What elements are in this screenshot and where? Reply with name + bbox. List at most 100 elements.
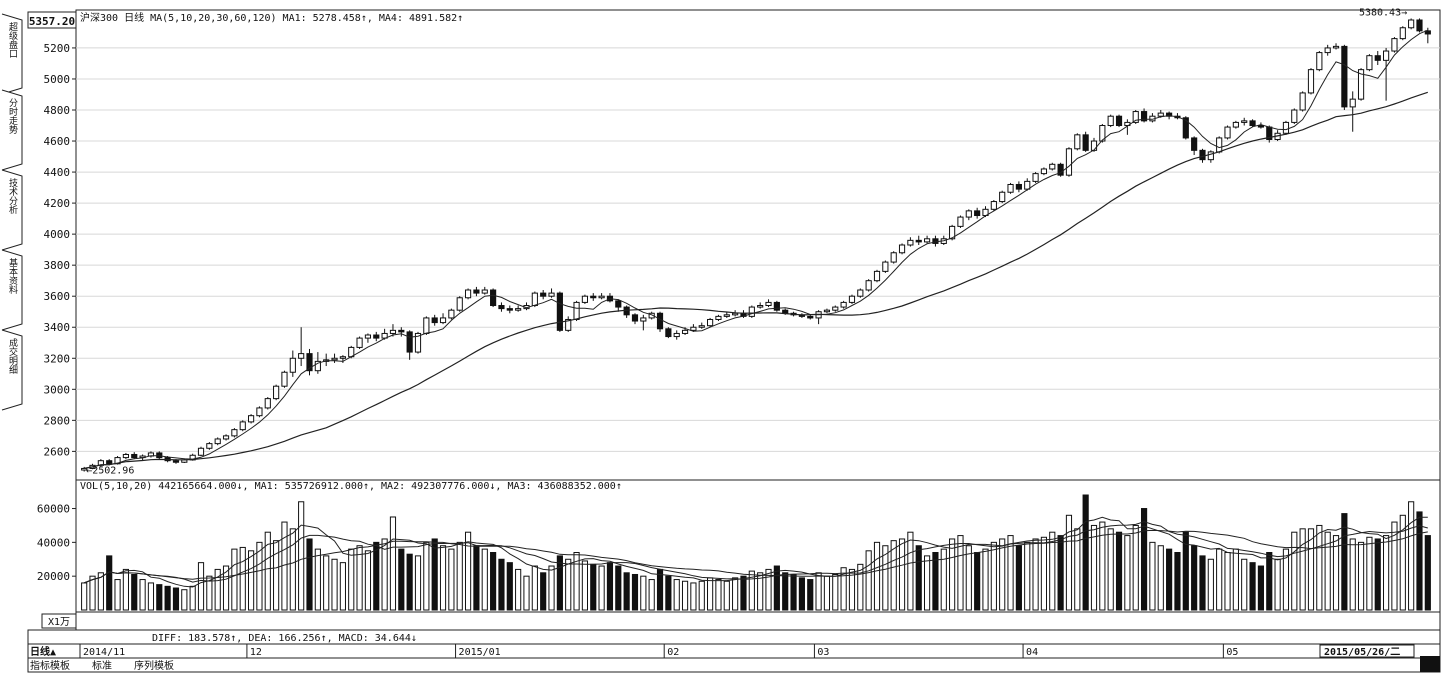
candle-down	[498, 305, 505, 310]
volume-bar	[1157, 545, 1164, 611]
candle-up	[273, 385, 280, 400]
candle-down	[1057, 163, 1064, 176]
moving-average-lines	[84, 29, 1428, 469]
candle-down	[1424, 30, 1431, 35]
time-tick-label: 12	[250, 647, 262, 658]
volume-bar	[206, 575, 213, 611]
volume-bar	[381, 538, 388, 611]
volume-bar	[765, 568, 772, 611]
volume-bar	[289, 528, 296, 611]
volume-bar	[1015, 545, 1022, 611]
volume-bar	[890, 540, 897, 611]
candle-up	[848, 295, 856, 303]
candle-up	[1332, 45, 1340, 49]
candle-up	[356, 337, 363, 348]
period-button[interactable]: 日线▲	[30, 645, 56, 658]
candle-up	[890, 252, 897, 263]
volume-bar	[498, 558, 505, 611]
volume-y-axis: 20000 40000 60000	[37, 503, 76, 583]
volume-bar	[840, 567, 847, 611]
y-tick-label: 3000	[44, 383, 71, 396]
volume-bar	[531, 565, 538, 611]
candle-up	[239, 421, 246, 431]
volume-bar	[757, 572, 764, 611]
bottom-tab-label[interactable]: 指标模板	[30, 659, 70, 672]
side-tab-label[interactable]: 基本资料	[7, 257, 18, 295]
volume-bar	[1374, 538, 1381, 611]
volume-bar	[882, 545, 889, 611]
candle-up	[531, 292, 538, 307]
volume-bar	[1149, 541, 1156, 611]
volume-bar	[1099, 521, 1106, 611]
volume-bar	[439, 545, 447, 611]
candle-up	[197, 447, 205, 456]
candle-down	[1374, 55, 1381, 61]
volume-bar	[581, 560, 589, 611]
volume-ma20-line	[84, 529, 1428, 584]
volume-bar	[1132, 524, 1139, 611]
volume-bar	[306, 538, 313, 611]
candle-up	[298, 353, 305, 359]
volume-bar	[1090, 524, 1098, 611]
volume-bar	[740, 575, 747, 611]
candle-up	[314, 360, 321, 372]
side-tab-label[interactable]: 超级盘口	[7, 21, 18, 58]
volume-bar	[681, 580, 689, 611]
low-price-label: ←2502.96	[86, 466, 134, 477]
volume-bar	[990, 541, 997, 611]
volume-bar	[606, 562, 614, 611]
candle-up	[732, 312, 739, 316]
extreme-labels: 5380.43→ ←2502.96	[86, 7, 1407, 476]
volume-bar	[540, 572, 547, 611]
bottom-tab-label[interactable]: 序列模板	[134, 659, 174, 672]
candle-up	[414, 332, 422, 353]
volume-bar	[473, 545, 480, 611]
side-tab-2	[1, 169, 23, 251]
scroll-handle[interactable]	[1420, 656, 1440, 672]
candle-up	[857, 289, 864, 297]
candle-down	[490, 289, 497, 307]
y-tick-label: 2800	[44, 414, 71, 427]
bottom-tab-label[interactable]: 标准	[92, 660, 112, 672]
volume-bar	[965, 545, 972, 611]
candle-up	[214, 438, 221, 445]
candle-up	[1216, 137, 1223, 153]
y-tick-label: 2600	[44, 445, 71, 458]
candle-up	[439, 317, 447, 324]
candle-down	[306, 353, 313, 372]
volume-bar	[239, 546, 246, 611]
volume-panel-header: VOL(5,10,20) 442165664.000↓, MA1: 535726…	[80, 481, 622, 492]
candle-up	[1099, 125, 1106, 142]
volume-bar	[1074, 528, 1081, 611]
candle-up	[990, 201, 997, 210]
candle-up	[1032, 173, 1039, 182]
side-tab-label[interactable]: 分时走势	[7, 98, 18, 135]
volume-bar	[323, 555, 330, 611]
candle-up	[681, 329, 689, 334]
candle-up	[456, 297, 463, 311]
volume-bar	[189, 585, 196, 611]
candle-up	[957, 216, 964, 227]
volume-bar	[623, 572, 630, 611]
candle-up	[1007, 183, 1014, 193]
candle-up	[331, 357, 338, 361]
candle-up	[690, 326, 697, 331]
volume-bar	[773, 565, 780, 611]
side-tab-label[interactable]: 成交明细	[7, 337, 18, 374]
volume-bar	[456, 541, 463, 611]
volume-bar	[656, 568, 664, 611]
volume-tick-label: 20000	[37, 570, 70, 583]
candle-up	[907, 239, 914, 246]
candle-down	[506, 308, 513, 311]
side-tab-label[interactable]: 技术分析	[7, 177, 18, 215]
candle-up	[1049, 163, 1056, 170]
candle-down	[665, 328, 672, 338]
bottom-tabs-strip	[27, 657, 1441, 673]
volume-bar	[1307, 528, 1315, 611]
candle-down	[1199, 149, 1206, 161]
volume-bars	[81, 494, 1431, 611]
candle-up	[1366, 55, 1373, 71]
volume-bar	[1383, 535, 1390, 611]
candle-up	[1224, 126, 1231, 139]
